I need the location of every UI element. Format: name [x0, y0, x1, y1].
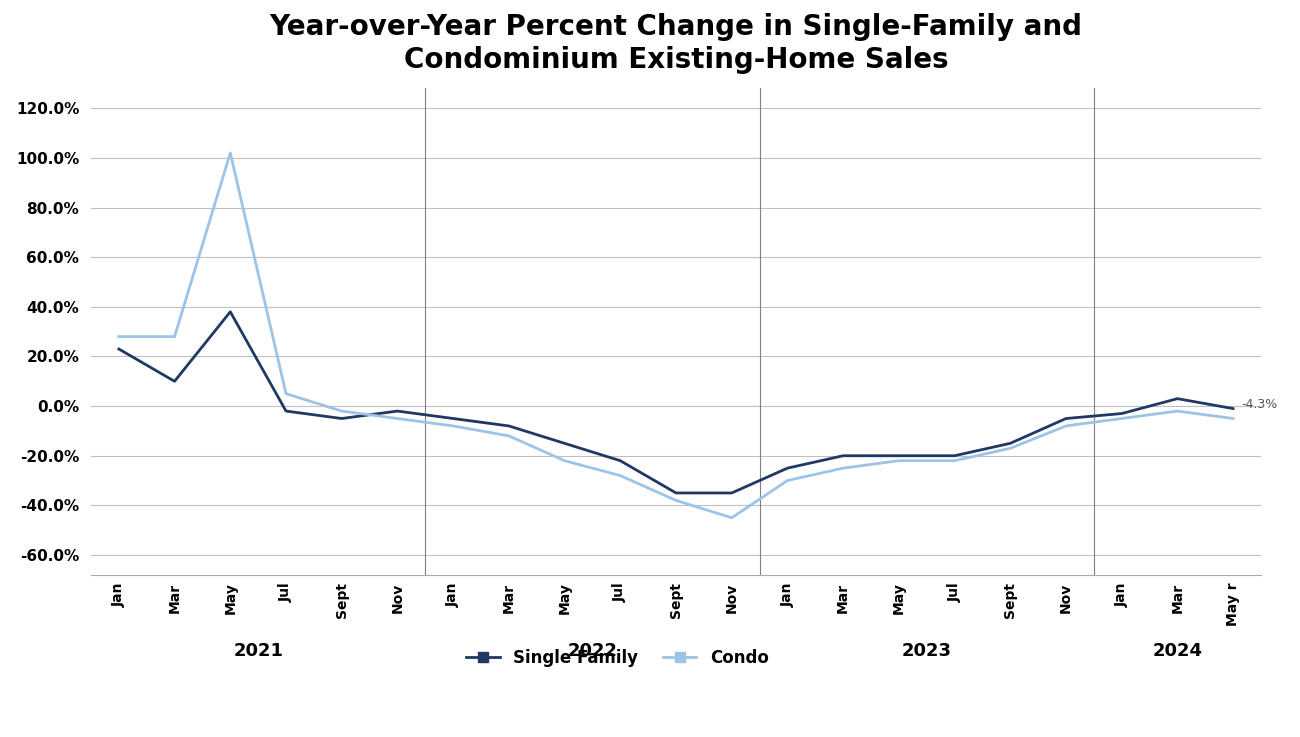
Text: 2022: 2022	[567, 641, 617, 660]
Single Family	[780, 464, 796, 472]
Condo	[1002, 444, 1018, 453]
Text: -4.3%: -4.3%	[1242, 399, 1278, 411]
Single Family	[946, 451, 962, 460]
Condo	[946, 456, 962, 465]
Single Family	[278, 407, 294, 416]
Condo	[166, 332, 182, 341]
Title: Year-over-Year Percent Change in Single-Family and
Condominium Existing-Home Sal: Year-over-Year Percent Change in Single-…	[269, 13, 1083, 74]
Single Family	[556, 439, 572, 448]
Condo	[836, 464, 852, 472]
Condo	[278, 389, 294, 398]
Single Family	[1226, 404, 1241, 413]
Text: 2021: 2021	[233, 641, 283, 660]
Condo	[222, 149, 238, 158]
Line: Condo: Condo	[118, 153, 1234, 518]
Single Family	[612, 456, 628, 465]
Single Family	[836, 451, 852, 460]
Condo	[390, 414, 406, 423]
Condo	[111, 332, 126, 341]
Text: 2024: 2024	[1152, 641, 1202, 660]
Condo	[556, 456, 572, 465]
Condo	[1058, 422, 1074, 430]
Single Family	[724, 489, 740, 497]
Text: 2023: 2023	[902, 641, 952, 660]
Condo	[1114, 414, 1130, 423]
Single Family	[891, 451, 906, 460]
Condo	[780, 476, 796, 485]
Line: Single Family: Single Family	[118, 312, 1234, 493]
Single Family	[390, 407, 406, 416]
Condo	[1170, 407, 1186, 416]
Single Family	[222, 307, 238, 316]
Condo	[446, 422, 462, 430]
Single Family	[1170, 394, 1186, 403]
Condo	[891, 456, 906, 465]
Single Family	[1114, 409, 1130, 418]
Single Family	[446, 414, 462, 423]
Single Family	[1058, 414, 1074, 423]
Single Family	[111, 345, 126, 354]
Condo	[612, 471, 628, 480]
Single Family	[1002, 439, 1018, 448]
Condo	[724, 514, 740, 523]
Condo	[500, 431, 516, 440]
Condo	[668, 496, 684, 505]
Condo	[1226, 414, 1241, 423]
Single Family	[166, 377, 182, 385]
Single Family	[334, 414, 350, 423]
Condo	[334, 407, 350, 416]
Single Family	[500, 422, 516, 430]
Legend: Single Family, Condo: Single Family, Condo	[460, 642, 775, 674]
Single Family	[668, 489, 684, 497]
